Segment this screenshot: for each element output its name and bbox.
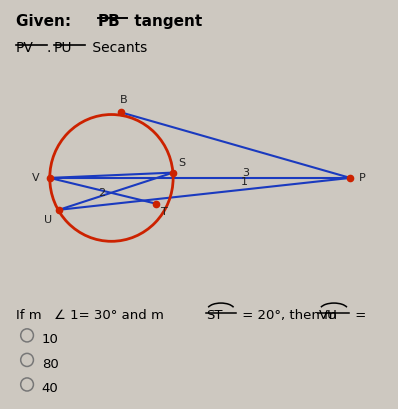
Text: =: = <box>351 309 366 322</box>
Text: = 20°, then m: = 20°, then m <box>238 309 341 322</box>
Text: 10: 10 <box>42 333 59 346</box>
Text: 80: 80 <box>42 358 59 371</box>
Text: 40: 40 <box>42 382 59 396</box>
Text: PV: PV <box>16 41 34 55</box>
Text: T: T <box>161 207 168 217</box>
Text: Secants: Secants <box>88 41 147 55</box>
Text: B: B <box>119 95 127 105</box>
Text: V: V <box>32 173 40 183</box>
Text: PU: PU <box>54 41 72 55</box>
Text: VU: VU <box>318 309 337 322</box>
Text: tangent: tangent <box>129 14 203 29</box>
Text: .: . <box>47 41 51 55</box>
Text: PB: PB <box>98 14 120 29</box>
Text: Given:: Given: <box>16 14 76 29</box>
Text: ST: ST <box>206 309 222 322</box>
Text: If m: If m <box>16 309 46 322</box>
Text: 2: 2 <box>98 189 105 198</box>
Text: S: S <box>178 158 185 168</box>
Text: 1: 1 <box>241 177 248 187</box>
Text: U: U <box>44 215 52 225</box>
Text: ∠ 1= 30° and m: ∠ 1= 30° and m <box>54 309 168 322</box>
Text: 3: 3 <box>242 168 250 178</box>
Text: P: P <box>359 173 366 183</box>
